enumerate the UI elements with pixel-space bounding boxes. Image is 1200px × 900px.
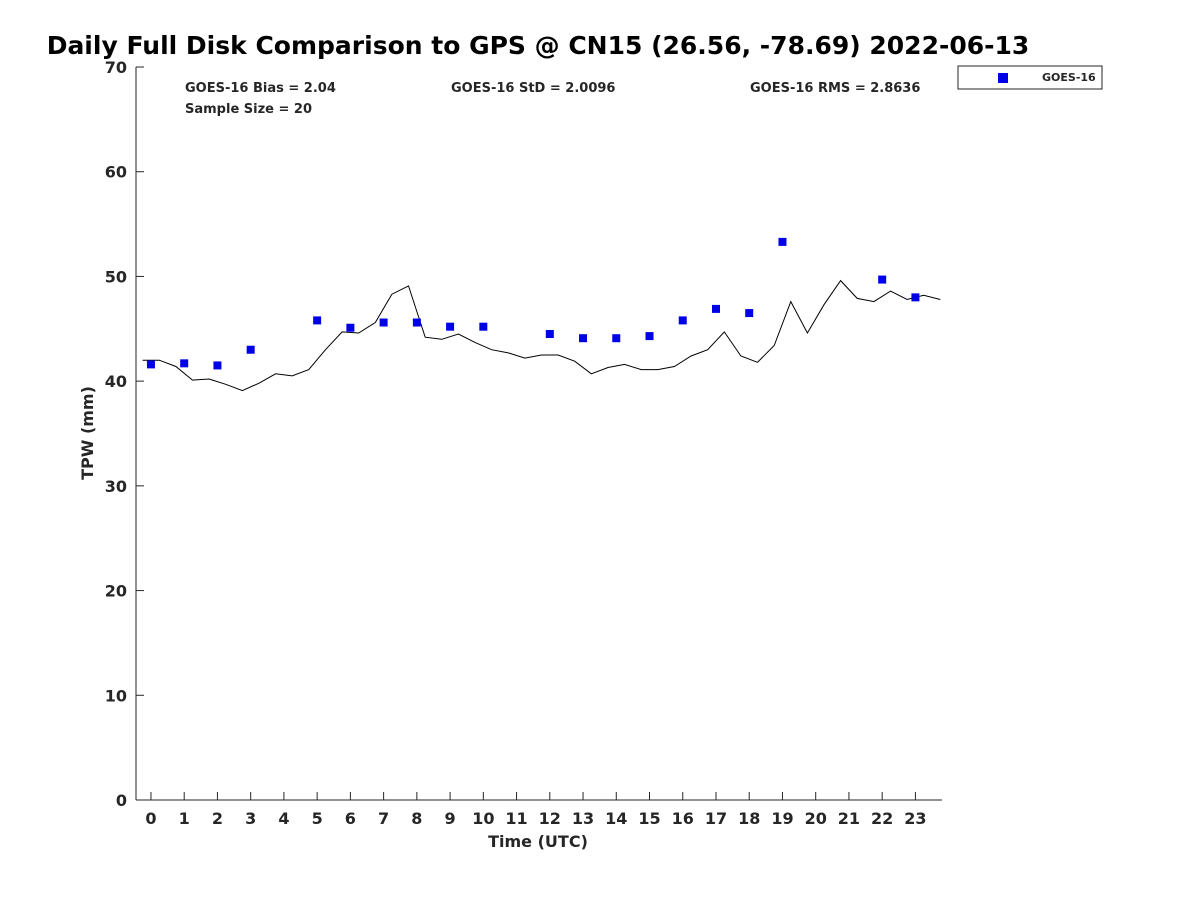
goes16-point [446, 322, 455, 331]
goes16-point [878, 275, 887, 284]
goes16-point [579, 334, 588, 343]
gps-line-series [142, 279, 941, 392]
x-tick-label: 12 [539, 809, 561, 828]
x-tick-label: 6 [345, 809, 356, 828]
x-tick-label: 11 [505, 809, 527, 828]
legend-marker-goes16 [998, 73, 1008, 83]
y-tick-label: 70 [105, 58, 127, 77]
x-tick-label: 14 [605, 809, 627, 828]
goes16-point [645, 332, 654, 341]
x-tick-label: 7 [378, 809, 389, 828]
x-tick-label: 10 [472, 809, 494, 828]
x-tick-label: 20 [805, 809, 827, 828]
legend: GOES-16 [957, 65, 1103, 90]
y-tick-label: 0 [116, 791, 127, 810]
x-axis-label: Time (UTC) [488, 832, 588, 851]
goes16-point [479, 322, 488, 331]
x-tick-label: 2 [212, 809, 223, 828]
x-tick-label: 5 [312, 809, 323, 828]
y-tick-label: 50 [105, 267, 127, 286]
goes16-point [745, 309, 754, 318]
goes16-point [146, 360, 155, 369]
y-tick-label: 20 [105, 582, 127, 601]
y-tick-label: 40 [105, 372, 127, 391]
x-tick-label: 13 [572, 809, 594, 828]
x-tick-label: 16 [672, 809, 694, 828]
legend-box [957, 65, 1103, 90]
x-tick-label: 3 [245, 809, 256, 828]
x-tick-label: 15 [638, 809, 660, 828]
y-tick-label: 10 [105, 686, 127, 705]
x-tick-label: 8 [411, 809, 422, 828]
x-tick-label: 9 [445, 809, 456, 828]
rms-stat: GOES-16 RMS = 2.8636 [750, 81, 920, 96]
y-tick-label: 60 [105, 163, 127, 182]
bias-stat: GOES-16 Bias = 2.04 [185, 81, 336, 96]
x-tick-label: 17 [705, 809, 727, 828]
legend-label-goes16: GOES-16 [1042, 71, 1096, 84]
plot-background [136, 67, 942, 800]
goes16-point [313, 316, 322, 325]
x-tick-label: 0 [145, 809, 156, 828]
goes16-point [911, 293, 920, 302]
std-stat: GOES-16 StD = 2.0096 [451, 81, 615, 96]
goes16-point [778, 237, 787, 246]
goes16-point [412, 318, 421, 327]
goes16-point [612, 334, 621, 343]
y-axis-label: TPW (mm) [78, 386, 97, 480]
x-tick-label: 4 [278, 809, 289, 828]
goes16-point [346, 323, 355, 332]
x-tick-label: 18 [738, 809, 760, 828]
goes16-point [711, 304, 720, 313]
goes16-point [180, 359, 189, 368]
y-tick-label: 30 [105, 477, 127, 496]
goes16-point [213, 361, 222, 370]
goes16-point [545, 330, 554, 339]
goes16-point [246, 345, 255, 354]
goes16-point [379, 318, 388, 327]
x-tick-label: 19 [771, 809, 793, 828]
gps-line [142, 279, 941, 392]
x-ticks: 0 1 2 3 4 5 6 7 8 9 10 11 12 13 14 15 16 17 18 19 20 21 22 23 [145, 792, 927, 828]
goes16-point [678, 316, 687, 325]
goes16-scatter-series [146, 237, 920, 370]
x-tick-label: 22 [871, 809, 893, 828]
x-tick-label: 23 [904, 809, 926, 828]
y-ticks: 0 10 20 30 40 50 60 70 [105, 58, 144, 810]
x-tick-label: 21 [838, 809, 860, 828]
x-tick-label: 1 [179, 809, 190, 828]
chart-title: Daily Full Disk Comparison to GPS @ CN15… [47, 31, 1030, 60]
sample-size-stat: Sample Size = 20 [185, 102, 312, 117]
